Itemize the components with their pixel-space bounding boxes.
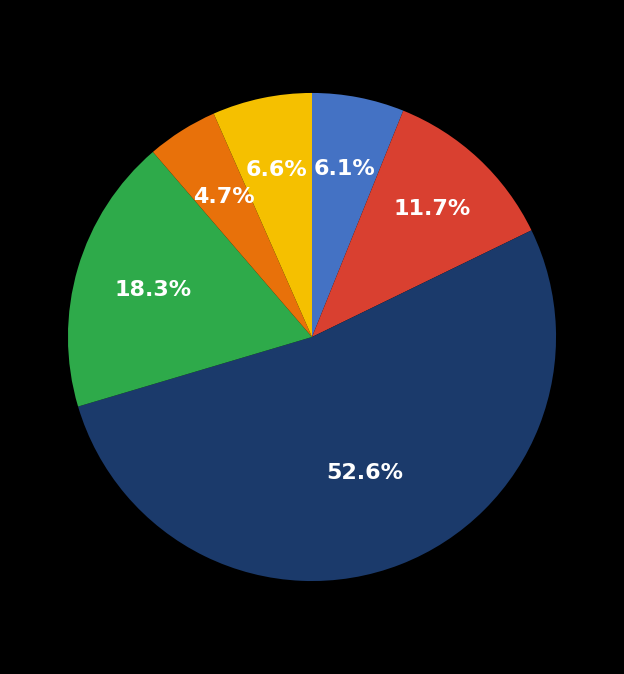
Wedge shape	[312, 111, 532, 337]
Wedge shape	[213, 93, 312, 337]
Text: 11.7%: 11.7%	[393, 199, 470, 218]
Wedge shape	[78, 231, 556, 581]
Wedge shape	[312, 93, 403, 337]
Wedge shape	[68, 152, 312, 406]
Text: 4.7%: 4.7%	[193, 187, 255, 207]
Text: 52.6%: 52.6%	[326, 464, 404, 483]
Wedge shape	[153, 114, 312, 337]
Text: 6.6%: 6.6%	[246, 160, 308, 180]
Text: 18.3%: 18.3%	[114, 280, 192, 300]
Text: 6.1%: 6.1%	[314, 159, 376, 179]
